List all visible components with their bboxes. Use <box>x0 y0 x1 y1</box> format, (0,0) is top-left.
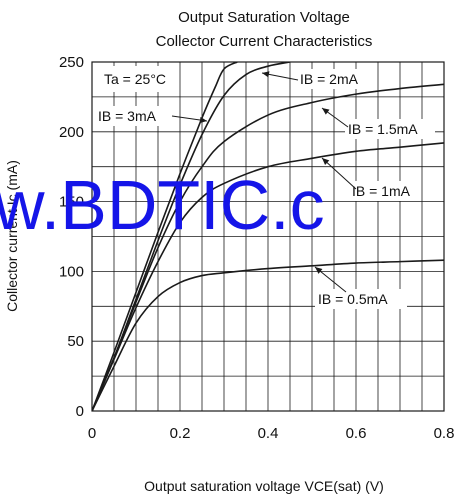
annotation-arrowhead <box>199 116 207 124</box>
y-tick-label: 0 <box>76 403 84 420</box>
annotation-background <box>349 181 404 201</box>
series-line-1 <box>92 62 238 411</box>
series-line-4 <box>92 142 444 411</box>
condition-label: Ta = 25°C <box>104 71 166 87</box>
curves <box>92 62 444 411</box>
annotation-arrowhead <box>315 267 323 274</box>
x-tick-label: 0.6 <box>346 425 367 442</box>
y-axis-label: Collector current Ic (mA) <box>4 160 20 312</box>
y-tick-label: 100 <box>59 263 84 280</box>
x-axis-label: Output saturation voltage VCE(sat) (V) <box>144 478 384 494</box>
watermark-text: w.BDTIC.c <box>0 166 325 244</box>
y-tick-label: 150 <box>59 194 84 211</box>
series-annotation-2: IB = 2mA <box>300 71 359 87</box>
annotation-arrowhead <box>322 108 330 115</box>
annotation-background <box>345 119 435 139</box>
annotation-background <box>315 289 407 309</box>
annotation-leader <box>321 157 357 190</box>
annotation-background <box>95 106 175 126</box>
y-tick-label: 250 <box>59 54 84 71</box>
chart-title-line-2: Collector Current Characteristics <box>156 33 373 50</box>
condition-box: Ta = 25°C <box>96 66 178 92</box>
series-annotation-3: IB = 1.5mA <box>348 121 418 137</box>
plot-frame <box>91 61 445 412</box>
y-tick-label: 200 <box>59 124 84 141</box>
x-tick-label: 0.2 <box>170 425 191 442</box>
annotations: IB = 3mA IB = 2mA IB = 1.5mA IB = 1mA IB = 0… <box>95 69 435 309</box>
series-annotation-4: IB = 1mA <box>352 183 411 199</box>
tick-labels: 0 0.2 0.4 0.6 0.8 0 50 100 150 200 250 <box>59 54 454 442</box>
series-line-3 <box>92 83 444 411</box>
series-line-5 <box>92 259 444 411</box>
annotation-background <box>297 69 375 89</box>
annotation-arrowhead <box>262 71 270 78</box>
series-annotation-1: IB = 3mA <box>98 108 157 124</box>
x-tick-label: 0 <box>88 425 96 442</box>
x-tick-label: 0.8 <box>434 425 455 442</box>
annotation-arrowhead <box>322 158 330 166</box>
x-tick-label: 0.4 <box>258 425 279 442</box>
chart-title-line-1: Output Saturation Voltage <box>178 9 350 26</box>
series-annotation-5: IB = 0.5mA <box>318 291 388 307</box>
y-tick-label: 50 <box>67 333 84 350</box>
